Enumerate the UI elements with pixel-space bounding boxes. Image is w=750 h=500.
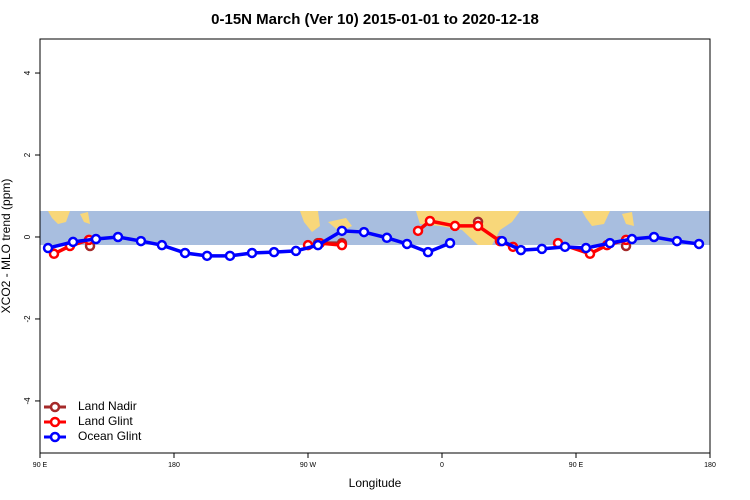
point — [536, 243, 548, 255]
x-axis-label: Longitude — [349, 476, 402, 490]
point — [424, 215, 436, 227]
point — [336, 225, 348, 237]
legend-marker — [49, 416, 61, 428]
land — [582, 211, 634, 226]
point — [90, 233, 102, 245]
legend-label: Ocean Glint — [78, 429, 142, 443]
point — [401, 238, 413, 250]
x-tick-label: 90 E — [569, 462, 584, 469]
point — [358, 226, 370, 238]
point — [224, 250, 236, 262]
plot-frame — [39, 38, 711, 454]
y-tick-label: 2 — [23, 152, 32, 157]
point — [496, 235, 508, 247]
point — [268, 246, 280, 258]
point — [156, 239, 168, 251]
x-tick-label: 180 — [704, 462, 716, 469]
x-tick-label: 90 E — [33, 462, 48, 469]
point — [626, 233, 638, 245]
point — [693, 238, 705, 250]
point — [559, 241, 571, 253]
legend-label: Land Nadir — [78, 399, 137, 413]
chart-title: 0-15N March (Ver 10) 2015-01-01 to 2020-… — [211, 11, 539, 28]
land — [48, 211, 90, 224]
point — [336, 239, 348, 251]
point — [135, 235, 147, 247]
point — [648, 231, 660, 243]
point — [515, 244, 527, 256]
legend-marker — [49, 431, 61, 443]
x-tick-label: 90 W — [300, 462, 317, 469]
point — [472, 220, 484, 232]
point — [422, 246, 434, 258]
point — [112, 231, 124, 243]
legend-marker — [49, 401, 61, 413]
point — [449, 220, 461, 232]
point — [246, 247, 258, 259]
map-background — [40, 211, 710, 245]
point — [604, 237, 616, 249]
y-axis-label: XCO2 - MLO trend (ppm) — [0, 179, 13, 314]
point — [444, 237, 456, 249]
point — [67, 236, 79, 248]
point — [580, 242, 592, 254]
y-tick-label: 0 — [23, 234, 32, 239]
legend-label: Land Glint — [78, 414, 133, 428]
x-tick-label: 0 — [440, 462, 444, 469]
point — [381, 232, 393, 244]
point — [201, 250, 213, 262]
y-tick-label: -4 — [23, 397, 32, 405]
point — [42, 242, 54, 254]
point — [312, 239, 324, 251]
point — [48, 248, 60, 260]
x-tick-label: 180 — [168, 462, 180, 469]
point — [290, 245, 302, 257]
point — [179, 247, 191, 259]
point — [671, 235, 683, 247]
y-tick-label: 4 — [23, 70, 32, 75]
point — [412, 225, 424, 237]
y-tick-label: -2 — [23, 315, 32, 323]
